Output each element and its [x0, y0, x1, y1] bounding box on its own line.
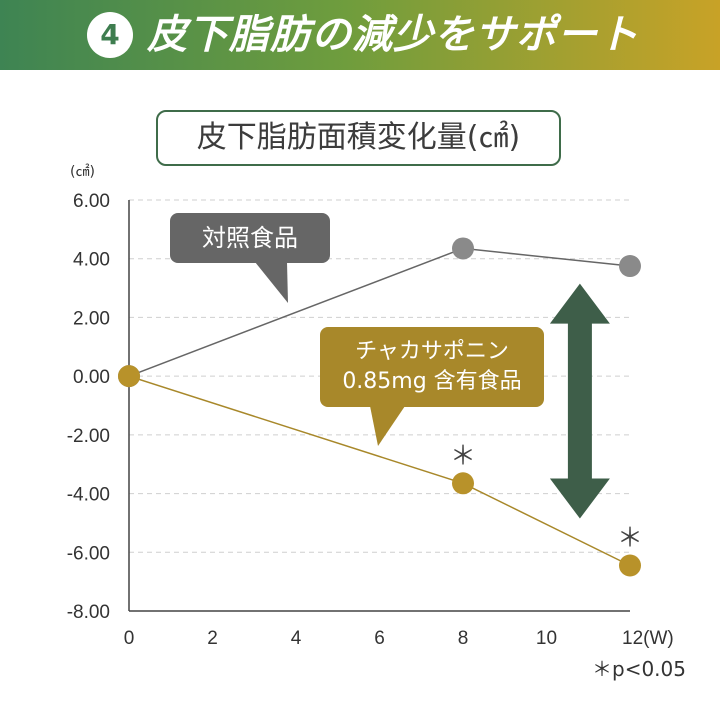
- difference-arrow: [549, 283, 610, 519]
- test-series-callout: チャカサポニン 0.85mg 含有食品: [320, 327, 544, 407]
- data-point: [619, 554, 641, 577]
- y-tick-label: -6.00: [67, 543, 110, 564]
- significance-footnote: ＊p<0.05: [592, 657, 686, 681]
- y-tick-label: 6.00: [73, 191, 110, 212]
- data-point: [118, 365, 140, 388]
- x-tick-label: 2: [207, 628, 218, 649]
- data-point: [619, 255, 641, 278]
- test-series-label-line1: チャカサポニン: [355, 339, 509, 364]
- x-tick-label: 0: [124, 628, 135, 649]
- header-banner: 4 皮下脂肪の減少をサポート: [0, 0, 720, 70]
- y-tick-label: -2.00: [67, 426, 110, 447]
- banner-title: 皮下脂肪の減少をサポート: [147, 12, 639, 58]
- y-tick-label: 2.00: [73, 308, 110, 329]
- test-series-label-line2: 0.85mg 含有食品: [342, 369, 522, 394]
- y-tick-label: 0.00: [73, 367, 110, 388]
- x-tick-label: 8: [458, 628, 469, 649]
- chart-title: 皮下脂肪面積変化量(㎠): [196, 120, 521, 155]
- control-series-label: 対照食品: [202, 224, 298, 252]
- data-point: [452, 472, 474, 495]
- x-tick-label: 10: [536, 628, 557, 649]
- control-series-callout: 対照食品: [170, 213, 330, 263]
- y-tick-label: -8.00: [67, 602, 110, 623]
- y-tick-label: 4.00: [73, 250, 110, 271]
- significance-star: ＊: [617, 523, 643, 553]
- y-axis-unit: (㎠): [70, 164, 95, 180]
- x-tick-label: 6: [374, 628, 385, 649]
- data-point: [452, 237, 474, 260]
- step-number-badge: 4: [87, 12, 133, 58]
- x-tick-label: 4: [291, 628, 302, 649]
- test-callout-pointer: [370, 406, 405, 446]
- x-tick-label: 12(W): [622, 628, 674, 649]
- control-callout-pointer: [255, 262, 288, 303]
- y-tick-label: -4.00: [67, 485, 110, 506]
- chart-title-box: 皮下脂肪面積変化量(㎠): [156, 110, 561, 166]
- significance-star: ＊: [450, 441, 476, 471]
